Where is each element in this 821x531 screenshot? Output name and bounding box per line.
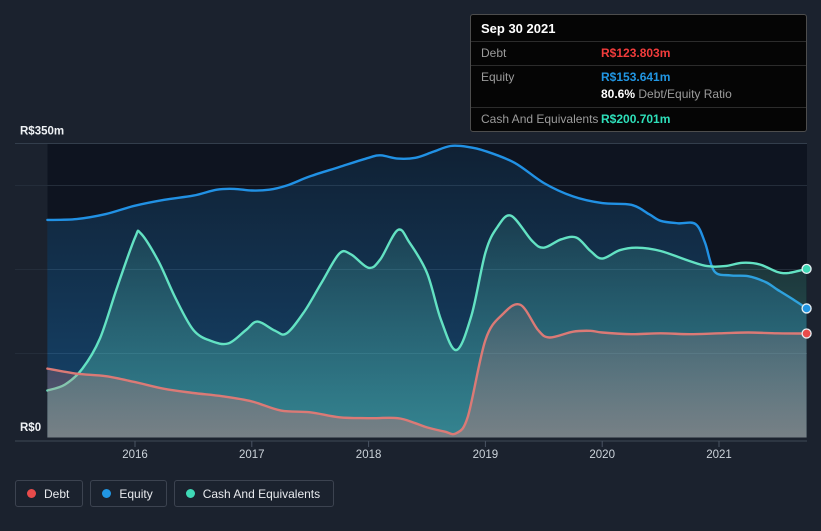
cash-and-equivalents-endpoint-dot — [801, 263, 812, 275]
x-tick-label-2016: 2016 — [122, 449, 148, 461]
tooltip-equity-label: Equity — [481, 70, 515, 84]
debt-area — [47, 304, 807, 438]
tooltip-ratio-label: Debt/Equity Ratio — [638, 87, 732, 101]
tooltip-ratio-value: 80.6% — [601, 87, 636, 101]
cash-legend-dot — [185, 489, 195, 498]
equity-endpoint-dot — [801, 303, 812, 314]
legend-item-label: Debt — [44, 486, 70, 501]
cash-and-equivalents-line — [46, 214, 808, 392]
legend-item-label: Equity — [119, 486, 153, 501]
legend-item-equity[interactable]: Equity — [90, 480, 167, 507]
tooltip-cash-value: R$200.701m — [601, 112, 671, 126]
tooltip-debt-label: Debt — [481, 46, 507, 60]
x-tick-label-2018: 2018 — [356, 449, 382, 461]
debt-legend-dot — [27, 489, 36, 498]
chart-legend: Debt Equity Cash And Equivalents — [15, 480, 335, 507]
legend-item-label: Cash And Equivalents — [202, 486, 321, 501]
chart-tooltip: Sep 30 2021 Debt R$123.803m Equity R$153… — [470, 14, 807, 132]
y-axis-label-top: R$350m — [20, 126, 64, 138]
x-tick-label-2019: 2019 — [473, 449, 499, 461]
debt-endpoint-dot — [801, 328, 812, 339]
legend-item-debt[interactable]: Debt — [15, 480, 84, 507]
x-tick-label-2017: 2017 — [239, 449, 265, 461]
debt-line — [46, 302, 808, 436]
tooltip-ratio-row: 80.6% Debt/Equity Ratio — [471, 85, 806, 108]
tooltip-cash-label: Cash And Equivalents — [481, 112, 599, 126]
tooltip-equity-value: R$153.641m — [601, 70, 671, 84]
y-axis-label-bottom: R$0 — [20, 422, 41, 434]
tooltip-debt-value: R$123.803m — [601, 46, 671, 60]
x-tick-label-2020: 2020 — [589, 449, 615, 461]
x-tick-label-2021: 2021 — [706, 449, 732, 461]
equity-legend-dot — [102, 489, 112, 498]
legend-item-cash[interactable]: Cash And Equivalents — [173, 480, 335, 507]
tooltip-date: Sep 30 2021 — [471, 15, 806, 42]
